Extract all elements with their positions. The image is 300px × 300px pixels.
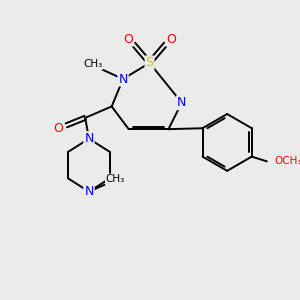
Text: N: N [84,185,94,198]
Text: N: N [118,73,128,85]
Text: N: N [84,132,94,145]
Text: CH₃: CH₃ [83,59,102,69]
Text: O: O [54,122,64,135]
Text: O: O [123,33,133,46]
Text: N: N [177,96,186,109]
Text: OCH₃: OCH₃ [274,156,300,167]
Text: CH₃: CH₃ [106,174,125,184]
Text: O: O [167,33,176,46]
Text: S: S [146,56,154,69]
